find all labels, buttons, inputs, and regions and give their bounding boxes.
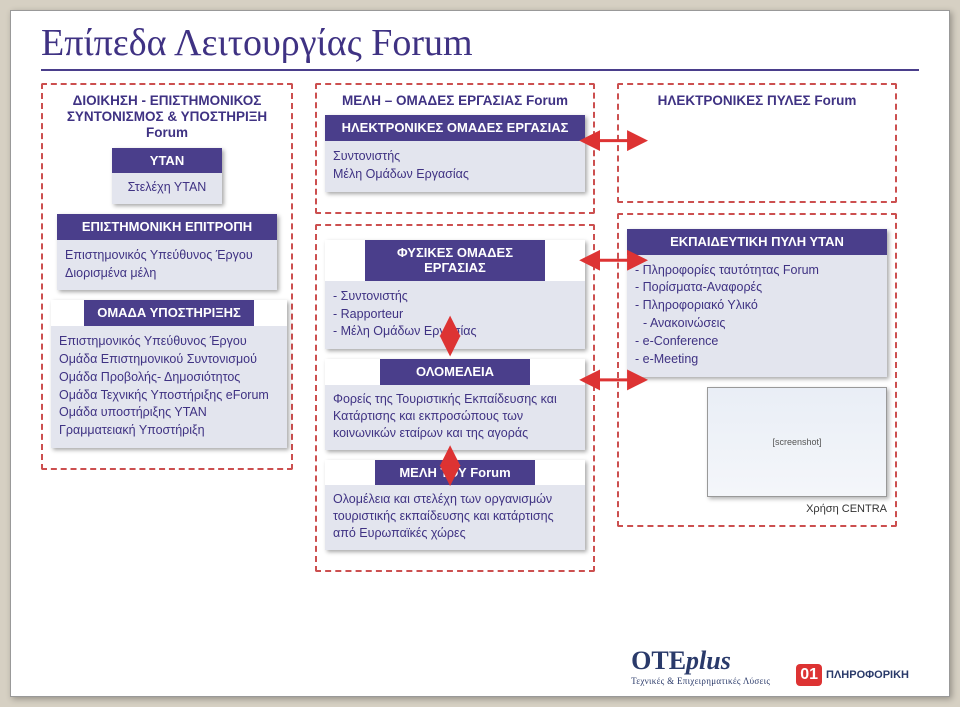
mid-group1-title: ΜΕΛΗ – ΟΜΑΔΕΣ ΕΡΓΑΣΙΑΣ Forum (325, 93, 585, 109)
support-item: Επιστημονικός Υπεύθυνος Έργου (59, 333, 279, 350)
committee-item: Επιστημονικός Υπεύθυνος Έργου (65, 247, 269, 264)
electronic-item: Συντονιστής (333, 148, 577, 165)
box-plenary: ΟΛΟΜΕΛΕΙΑ Φορείς της Τουριστικής Εκπαίδε… (325, 359, 585, 449)
box-plenary-head: ΟΛΟΜΕΛΕΙΑ (380, 359, 530, 385)
slide-canvas: Επίπεδα Λειτουργίας Forum ΔΙΟΙΚΗΣΗ - ΕΠΙ… (10, 10, 950, 697)
box-committee-head: ΕΠΙΣΤΗΜΟΝΙΚΗ ΕΠΙΤΡΟΠΗ (57, 214, 277, 240)
title-underline: Επίπεδα Λειτουργίας Forum (41, 21, 919, 71)
box-support-body: Επιστημονικός Υπεύθυνος Έργου Ομάδα Επισ… (51, 326, 287, 448)
box-members-body: Ολομέλεια και στελέχη των οργανισμών του… (325, 485, 585, 550)
columns: ΔΙΟΙΚΗΣΗ - ΕΠΙΣΤΗΜΟΝΙΚΟΣ ΣΥΝΤΟΝΙΣΜΟΣ & Υ… (41, 83, 919, 582)
left-group-title: ΔΙΟΙΚΗΣΗ - ΕΠΙΣΤΗΜΟΝΙΚΟΣ ΣΥΝΤΟΝΙΣΜΟΣ & Υ… (51, 93, 283, 142)
committee-item: Διορισμένα μέλη (65, 265, 269, 282)
box-physical-head: ΦΥΣΙΚΕΣ ΟΜΑΔΕΣ ΕΡΓΑΣΙΑΣ (365, 240, 545, 281)
support-item: Γραμματειακή Υποστήριξη (59, 422, 279, 439)
box-committee-body: Επιστημονικός Υπεύθυνος Έργου Διορισμένα… (57, 240, 277, 291)
box-forum-members: ΜΕΛΗ ΤΟΥ Forum Ολομέλεια και στελέχη των… (325, 460, 585, 550)
box-ytan-body: Στελέχη ΥΤΑΝ (112, 173, 222, 204)
logo-oteplus: OTEplus Τεχνικές & Επιχειρηματικές Λύσει… (631, 646, 770, 686)
box-physical-body: - Συντονιστής - Rapporteur - Μέλη Ομάδων… (325, 281, 585, 350)
mid-dashed-group-1: ΜΕΛΗ – ΟΜΑΔΕΣ ΕΡΓΑΣΙΑΣ Forum ΗΛΕΚΤΡΟΝΙΚΕ… (315, 83, 595, 214)
logo-01pliroforiki: 01ΠΛΗΡΟΦΟΡΙΚΗ (796, 664, 909, 686)
box-support-head: ΟΜΑΔΑ ΥΠΟΣΤΗΡΙΞΗΣ (84, 300, 254, 326)
right-group-title: ΗΛΕΚΤΡΟΝΙΚΕΣ ΠΥΛΕΣ Forum (627, 93, 887, 109)
support-item: Ομάδα υποστήριξης ΥΤΑΝ (59, 404, 279, 421)
box-committee: ΕΠΙΣΤΗΜΟΝΙΚΗ ΕΠΙΤΡΟΠΗ Επιστημονικός Υπεύ… (57, 214, 277, 290)
box-portal-body: - Πληροφορίες ταυτότητας Forum - Πορίσμα… (627, 255, 887, 377)
physical-item: - Συντονιστής (333, 288, 577, 305)
portal-item: - e-Conference (635, 333, 879, 350)
physical-item: - Μέλη Ομάδων Εργασίας (333, 323, 577, 340)
box-ytan: ΥΤΑΝ Στελέχη ΥΤΑΝ (112, 148, 222, 204)
physical-item: - Rapporteur (333, 306, 577, 323)
box-physical-teams: ΦΥΣΙΚΕΣ ΟΜΑΔΕΣ ΕΡΓΑΣΙΑΣ - Συντονιστής - … (325, 240, 585, 350)
portal-item: - Ανακοινώσεις (635, 315, 879, 332)
box-members-head: ΜΕΛΗ ΤΟΥ Forum (375, 460, 535, 486)
col-mid: ΜΕΛΗ – ΟΜΑΔΕΣ ΕΡΓΑΣΙΑΣ Forum ΗΛΕΚΤΡΟΝΙΚΕ… (315, 83, 595, 582)
electronic-item: Μέλη Ομάδων Εργασίας (333, 166, 577, 183)
portal-item: - Πληροφορίες ταυτότητας Forum (635, 262, 879, 279)
right-dashed-group-1: ΗΛΕΚΤΡΟΝΙΚΕΣ ΠΥΛΕΣ Forum (617, 83, 897, 203)
portal-item: - Πορίσματα-Αναφορές (635, 279, 879, 296)
centra-screenshot: [screenshot] (707, 387, 887, 497)
box-plenary-body: Φορείς της Τουριστικής Εκπαίδευσης και Κ… (325, 385, 585, 450)
box-portal: ΕΚΠΑΙΔΕΥΤΙΚΗ ΠΥΛΗ ΥΤΑΝ - Πληροφορίες ταυ… (627, 229, 887, 377)
centra-caption: Χρήση CENTRA (627, 503, 887, 515)
mid-dashed-group-2: ΦΥΣΙΚΕΣ ΟΜΑΔΕΣ ΕΡΓΑΣΙΑΣ - Συντονιστής - … (315, 224, 595, 572)
left-dashed-group: ΔΙΟΙΚΗΣΗ - ΕΠΙΣΤΗΜΟΝΙΚΟΣ ΣΥΝΤΟΝΙΣΜΟΣ & Υ… (41, 83, 293, 470)
portal-item: - Πληροφοριακό Υλικό (635, 297, 879, 314)
support-item: Ομάδα Προβολής- Δημοσιότητος (59, 369, 279, 386)
support-item: Ομάδα Τεχνικής Υποστήριξης eForum (59, 387, 279, 404)
portal-item: - e-Meeting (635, 351, 879, 368)
box-electronic-teams: ΗΛΕΚΤΡΟΝΙΚΕΣ ΟΜΑΔΕΣ ΕΡΓΑΣΙΑΣ Συντονιστής… (325, 115, 585, 191)
box-ytan-head: ΥΤΑΝ (112, 148, 222, 174)
footer-logos: OTEplus Τεχνικές & Επιχειρηματικές Λύσει… (631, 646, 909, 686)
support-item: Ομάδα Επιστημονικού Συντονισμού (59, 351, 279, 368)
col-left: ΔΙΟΙΚΗΣΗ - ΕΠΙΣΤΗΜΟΝΙΚΟΣ ΣΥΝΤΟΝΙΣΜΟΣ & Υ… (41, 83, 293, 582)
box-electronic-body: Συντονιστής Μέλη Ομάδων Εργασίας (325, 141, 585, 192)
box-support: ΟΜΑΔΑ ΥΠΟΣΤΗΡΙΞΗΣ Επιστημονικός Υπεύθυνο… (51, 300, 287, 448)
box-portal-head: ΕΚΠΑΙΔΕΥΤΙΚΗ ΠΥΛΗ ΥΤΑΝ (627, 229, 887, 255)
slide-title: Επίπεδα Λειτουργίας Forum (41, 21, 919, 65)
col-right: ΗΛΕΚΤΡΟΝΙΚΕΣ ΠΥΛΕΣ Forum ΕΚΠΑΙΔΕΥΤΙΚΗ ΠΥ… (617, 83, 897, 582)
box-electronic-head: ΗΛΕΚΤΡΟΝΙΚΕΣ ΟΜΑΔΕΣ ΕΡΓΑΣΙΑΣ (325, 115, 585, 141)
right-dashed-group-2: ΕΚΠΑΙΔΕΥΤΙΚΗ ΠΥΛΗ ΥΤΑΝ - Πληροφορίες ταυ… (617, 213, 897, 527)
